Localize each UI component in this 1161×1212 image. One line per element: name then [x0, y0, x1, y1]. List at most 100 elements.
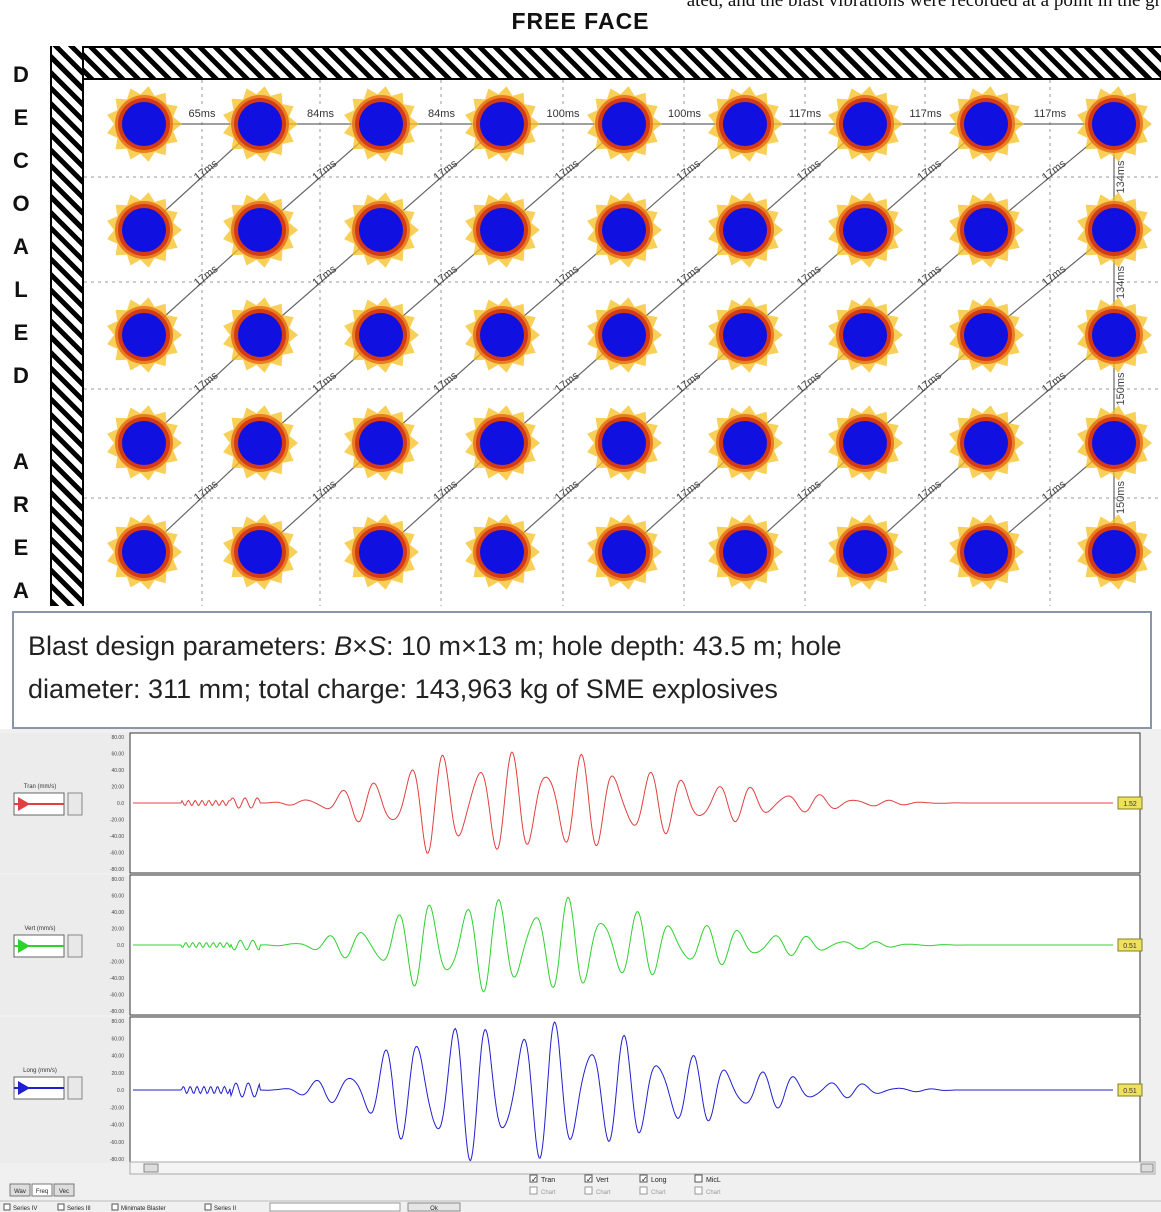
- blast-hole: [587, 86, 662, 162]
- diagonal-delay-label: 17ms: [674, 157, 703, 183]
- blast-hole: [344, 514, 419, 590]
- hole-circle: [238, 530, 282, 574]
- delay-label-bg: [542, 106, 584, 119]
- end-value-badge: [1117, 796, 1143, 810]
- legend-checkbox[interactable]: [694, 1174, 703, 1183]
- row-delay-label: 117ms: [1034, 108, 1067, 120]
- hole-circle: [480, 421, 524, 465]
- channel-spin-button[interactable]: [67, 1076, 83, 1100]
- legend-sub-label: Chart: [541, 1190, 556, 1196]
- hole-circle: [122, 208, 166, 252]
- row-delay-label: 117ms: [909, 108, 942, 120]
- channel-label: Vert (mm/s): [25, 926, 56, 932]
- row-delay-label: 100ms: [668, 108, 702, 120]
- hole-circle: [359, 421, 403, 465]
- diagonal-delay-label: 17ms: [310, 369, 339, 395]
- blast-hole: [949, 405, 1024, 481]
- y-tick-label: 60.00: [111, 894, 124, 900]
- diagonal-delay-label: 17ms: [192, 478, 221, 504]
- legend-label: MicL: [706, 1177, 721, 1184]
- toolbar-checkbox[interactable]: [204, 1203, 212, 1211]
- end-value-badge: [1117, 938, 1143, 952]
- delay-label-bg: [420, 106, 463, 119]
- view-tab[interactable]: [53, 1183, 75, 1197]
- legend-checkbox[interactable]: [529, 1174, 538, 1183]
- channel-panel: Long (mm/s) 80.00 60.00 40.00 20.00 0.0 -20.00…: [0, 1016, 1143, 1164]
- hole-circle: [1092, 313, 1136, 357]
- blast-hole: [107, 192, 182, 268]
- y-tick-label: 40.00: [111, 1054, 124, 1060]
- hole-circle: [122, 313, 166, 357]
- scrollbar-track[interactable]: [129, 1161, 1156, 1175]
- hole-circle: [480, 208, 524, 252]
- side-letter: R: [13, 492, 29, 517]
- legend-sub-checkbox[interactable]: [584, 1186, 593, 1195]
- toolbar-field[interactable]: [269, 1202, 401, 1212]
- waveform-trace: [133, 1021, 1113, 1162]
- blast-hole: [223, 514, 298, 590]
- diagonal-delay-label: 17ms: [674, 369, 703, 395]
- diagonal-delay-label: 17ms: [192, 369, 221, 395]
- hole-circle: [723, 208, 767, 252]
- blast-hole: [1077, 192, 1152, 268]
- hole-circle: [480, 313, 524, 357]
- blast-hole: [828, 86, 903, 162]
- side-letter: A: [13, 234, 29, 259]
- view-tab[interactable]: [31, 1183, 53, 1197]
- ok-button[interactable]: [407, 1202, 461, 1212]
- legend-sub-label: Chart: [596, 1190, 611, 1196]
- hole-circle: [964, 102, 1008, 146]
- end-value-text: 1.52: [1123, 801, 1137, 808]
- toolbar-label: Series IV: [13, 1206, 37, 1212]
- hole-circle: [843, 208, 887, 252]
- y-tick-label: 40.00: [111, 768, 124, 774]
- legend-label: Long: [651, 1177, 667, 1184]
- legend-sub-checkbox[interactable]: [529, 1186, 538, 1195]
- toolbar-checkbox[interactable]: [111, 1203, 119, 1211]
- hole-circle: [602, 102, 646, 146]
- param-values-line1: : 10 m×13 m; hole depth: 43.5 m; hole: [385, 631, 842, 661]
- channel-marker-icon: [18, 939, 30, 953]
- legend-checkbox[interactable]: [584, 1174, 593, 1183]
- row-delay-label: 117ms: [789, 108, 822, 120]
- hole-circle: [238, 421, 282, 465]
- hole-circle: [723, 102, 767, 146]
- y-tick-label: 20.00: [111, 927, 124, 933]
- y-tick-label: -80.00: [110, 1157, 124, 1163]
- channel-spin-button[interactable]: [67, 934, 83, 958]
- diagonal-delay-label: 17ms: [310, 157, 339, 183]
- check-mark-icon: ✓: [641, 1175, 648, 1184]
- hole-circle: [238, 208, 282, 252]
- legend-checkbox[interactable]: [639, 1174, 648, 1183]
- legend-sub-checkbox[interactable]: [694, 1186, 703, 1195]
- channel-spin-button[interactable]: [67, 792, 83, 816]
- blast-hole: [1077, 297, 1152, 373]
- diagonal-delay-label: 17ms: [674, 263, 703, 289]
- hole-circle: [723, 421, 767, 465]
- scrollbar-right-button[interactable]: [1140, 1163, 1154, 1173]
- blast-hole: [223, 297, 298, 373]
- scrollbar-left-button[interactable]: [143, 1163, 159, 1173]
- diagonal-delay-label: 17ms: [1040, 157, 1069, 183]
- blast-hole: [949, 514, 1024, 590]
- toolbar-checkbox[interactable]: [57, 1203, 65, 1211]
- column-delay-label: 134ms: [1115, 265, 1127, 299]
- delay-label-bg: [1029, 106, 1071, 119]
- blast-hole: [708, 405, 783, 481]
- horizontal-scrollbar[interactable]: [129, 1161, 1156, 1175]
- channel-label: Tran (mm/s): [24, 784, 56, 790]
- diagonal-delay-label: 17ms: [795, 263, 824, 289]
- legend-sub-checkbox[interactable]: [639, 1186, 648, 1195]
- toolbar-checkbox[interactable]: [3, 1203, 11, 1211]
- y-tick-label: 0.0: [117, 1088, 124, 1094]
- side-letter: L: [14, 277, 28, 302]
- view-tab[interactable]: [9, 1183, 31, 1197]
- side-letter: E: [13, 535, 29, 560]
- blast-hole: [344, 86, 419, 162]
- diagonal-delay-label: 17ms: [674, 478, 703, 504]
- hole-circle: [602, 208, 646, 252]
- blast-hole: [949, 297, 1024, 373]
- blast-hole: [708, 514, 783, 590]
- side-letter: O: [12, 191, 30, 216]
- hole-circle: [122, 530, 166, 574]
